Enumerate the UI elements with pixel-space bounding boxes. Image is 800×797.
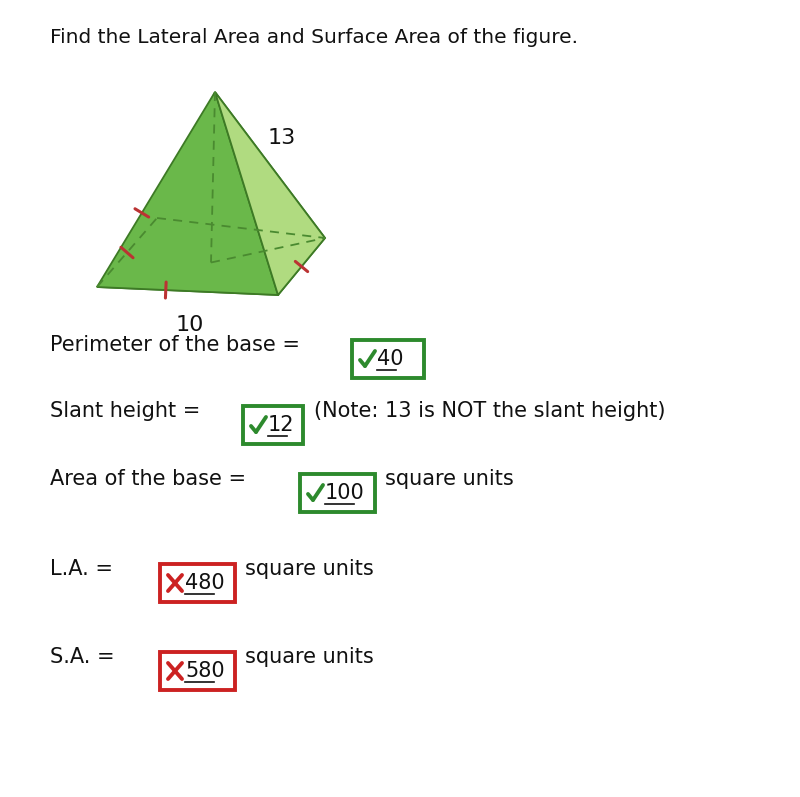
Text: square units: square units	[385, 469, 514, 489]
Text: L.A. =: L.A. =	[50, 559, 113, 579]
Polygon shape	[157, 92, 325, 238]
Text: 13: 13	[268, 128, 296, 148]
Text: 480: 480	[185, 573, 225, 593]
Text: Perimeter of the base =: Perimeter of the base =	[50, 335, 300, 355]
Text: Find the Lateral Area and Surface Area of the figure.: Find the Lateral Area and Surface Area o…	[50, 28, 578, 47]
Text: 10: 10	[176, 315, 204, 335]
Text: (Note: 13 is NOT the slant height): (Note: 13 is NOT the slant height)	[314, 401, 666, 421]
Bar	[160, 652, 235, 690]
Text: square units: square units	[245, 559, 374, 579]
Bar	[300, 474, 375, 512]
Text: 40: 40	[377, 349, 403, 369]
Text: S.A. =: S.A. =	[50, 647, 114, 667]
Text: 580: 580	[185, 661, 225, 681]
Text: 12: 12	[268, 415, 294, 435]
Text: Slant height =: Slant height =	[50, 401, 200, 421]
Bar	[160, 564, 235, 602]
Polygon shape	[215, 92, 325, 295]
Text: 100: 100	[325, 483, 365, 503]
Polygon shape	[97, 218, 325, 295]
Bar	[352, 340, 424, 378]
Text: Area of the base =: Area of the base =	[50, 469, 246, 489]
Bar	[243, 406, 303, 444]
Polygon shape	[97, 92, 278, 295]
Text: square units: square units	[245, 647, 374, 667]
